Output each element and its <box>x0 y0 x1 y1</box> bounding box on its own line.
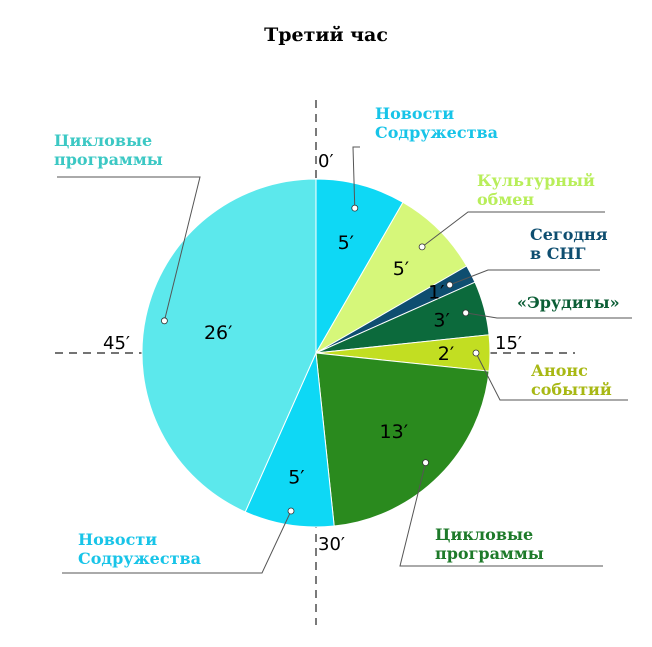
slice-value-label-2: 1′ <box>428 282 444 304</box>
leader-dot-5 <box>422 459 430 467</box>
leader-dot-0 <box>351 204 359 212</box>
tick-label-2: 30′ <box>318 534 345 555</box>
tick-label-3: 45′ <box>103 333 130 354</box>
slice-value-label-6: 5′ <box>288 467 304 489</box>
slice-category-label-3: «Эрудиты» <box>517 293 620 312</box>
leader-line-0 <box>352 146 360 209</box>
leader-dot-2 <box>446 281 454 289</box>
slice-category-label-7: Цикловые программы <box>54 131 163 169</box>
slice-value-label-4: 2′ <box>438 343 454 365</box>
slice-category-label-6: Новости Содружества <box>78 530 201 568</box>
pie-slice-0 <box>315 178 404 355</box>
leader-dot-7 <box>160 317 168 325</box>
slice-category-label-2: Сегодня в СНГ <box>530 225 608 263</box>
leader-line-4 <box>475 352 628 401</box>
leader-dot-3 <box>462 309 470 317</box>
slice-value-label-7: 26′ <box>204 322 233 344</box>
pie-slice-5 <box>315 352 490 527</box>
slice-value-label-1: 5′ <box>393 258 409 280</box>
leader-line-3 <box>465 312 632 319</box>
slice-value-label-3: 3′ <box>433 309 449 331</box>
leader-line-5 <box>399 462 603 567</box>
tick-label-1: 15′ <box>495 333 522 354</box>
pie-slice-6 <box>244 351 335 528</box>
leader-line-2 <box>449 269 600 286</box>
slice-category-label-4: Анонс событий <box>531 361 612 399</box>
leader-dot-6 <box>287 507 295 515</box>
leader-line-7 <box>57 176 201 321</box>
pie-slice-7 <box>141 178 317 513</box>
leader-dot-1 <box>418 243 426 251</box>
leader-dot-4 <box>472 349 480 357</box>
slice-value-label-0: 5′ <box>338 232 354 254</box>
tick-label-0: 0′ <box>318 151 334 172</box>
slice-value-label-5: 13′ <box>380 421 409 443</box>
leader-line-6 <box>62 510 292 574</box>
slice-category-label-1: Культурный обмен <box>477 171 595 209</box>
slice-category-label-0: Новости Содружества <box>375 104 498 142</box>
slice-category-label-5: Цикловые программы <box>435 525 544 563</box>
pie-slice-1 <box>314 201 468 355</box>
chart-title: Третий час <box>264 24 388 46</box>
leader-line-1 <box>421 211 605 248</box>
